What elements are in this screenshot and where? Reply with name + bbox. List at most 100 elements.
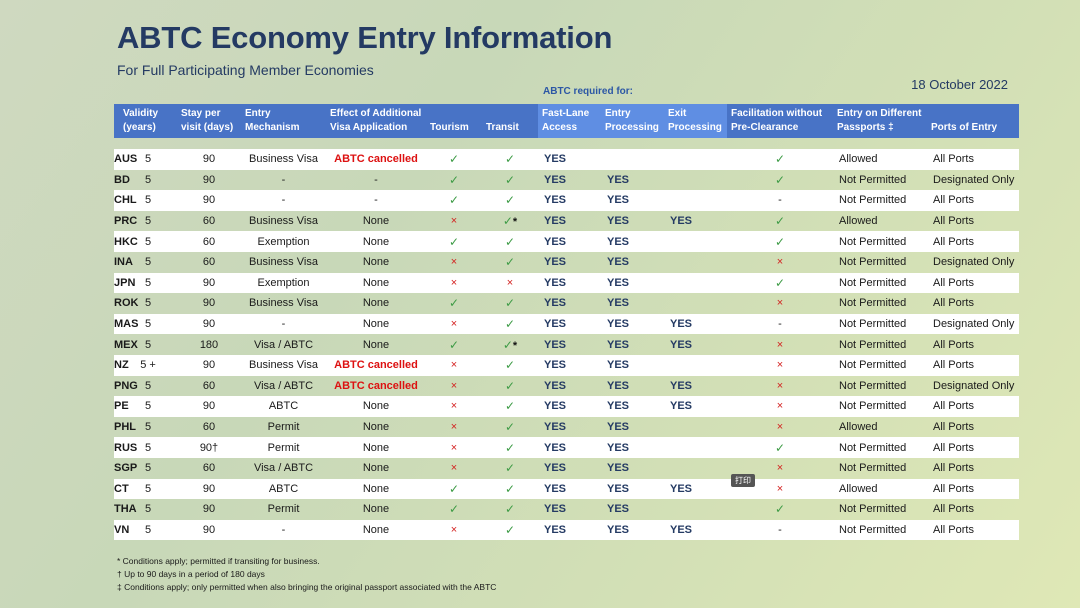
cell-effect: None: [326, 519, 426, 541]
cell-ports: Designated Only: [933, 173, 1015, 186]
cell-tourism: ×: [426, 211, 482, 232]
cell-exit-processing: [664, 437, 727, 458]
cell-passports: Not Permitted: [839, 338, 907, 351]
cell-transit: ✓: [482, 313, 538, 335]
cell-economy-code: PNG: [114, 379, 138, 392]
cell-transit: ✓: [482, 190, 538, 211]
cell-entry-processing: YES: [601, 437, 664, 458]
cell-mechanism: -: [241, 313, 326, 335]
cell-transit: ✓*: [482, 334, 538, 355]
check-icon: ✓: [504, 378, 516, 393]
cell-effect: -: [326, 190, 426, 211]
asterisk-mark: *: [512, 339, 518, 352]
cell-facilitation: ×: [727, 334, 833, 355]
cross-icon: ×: [776, 400, 784, 413]
cross-icon: ×: [450, 379, 458, 392]
cell-ports: All Ports: [933, 215, 974, 228]
check-icon: ✓: [504, 461, 516, 476]
cell-entry-processing: YES: [607, 338, 630, 351]
check-icon: ✓: [774, 152, 786, 167]
cell-facilitation: ✓: [727, 211, 833, 232]
cell-effect: None: [326, 478, 426, 500]
table-row: THA 5 90 Permit None ✓ ✓ YES YES ✓ Not Permitted Al…: [114, 499, 1019, 520]
table-row: BD 5 90 - - ✓ ✓ YES YES ✓ Not Permitted Designated …: [114, 170, 1019, 191]
cell-economy-code: MAS: [114, 313, 138, 335]
cell-fast-lane: YES: [538, 313, 601, 335]
cell-transit: ✓: [482, 149, 538, 170]
cell-validity: 5 +: [119, 354, 177, 376]
cell-validity: 5: [119, 478, 177, 500]
cell-fast-lane: YES: [544, 421, 567, 434]
cell-fast-lane: YES: [538, 354, 601, 376]
table-row: INA 5 60 Business Visa None × ✓ YES YES × Not Perm…: [114, 252, 1019, 273]
cell-mechanism: Exemption: [241, 272, 326, 294]
check-icon: ✓: [504, 172, 516, 187]
cross-icon: ×: [450, 421, 458, 434]
check-icon: ✓: [774, 214, 786, 229]
cell-fast-lane: YES: [538, 519, 601, 541]
cell-ports: All Ports: [933, 338, 974, 351]
cell-ports: All Ports: [933, 503, 974, 516]
entry-info-table: Validity (years) Stay per visit (days) E…: [114, 104, 1019, 541]
cell-stay: 90: [177, 149, 241, 170]
cell-effect: None: [362, 462, 390, 475]
cell-ports: Designated Only: [933, 379, 1015, 392]
cell-transit: ✓: [482, 499, 538, 520]
cell-tourism: ×: [426, 458, 482, 479]
cell-passports: Not Permitted: [833, 313, 927, 335]
cell-stay: 90: [177, 354, 241, 376]
cell-ports: All Ports: [927, 478, 1019, 500]
cell-tourism: ✓: [426, 499, 482, 520]
cell-stay: 60: [202, 215, 216, 228]
cell-fast-lane: YES: [544, 215, 567, 228]
check-icon: ✓: [504, 358, 516, 373]
print-tooltip[interactable]: 打印: [731, 474, 755, 487]
cross-icon: ×: [450, 523, 458, 536]
check-icon: ✓: [774, 172, 786, 187]
cell-entry-processing: YES: [601, 478, 664, 500]
table-header-row: Validity (years) Stay per visit (days) E…: [114, 104, 1019, 138]
cell-exit-processing: [664, 499, 727, 520]
cell-ports: All Ports: [933, 421, 974, 434]
cell-transit: ✓: [482, 396, 538, 417]
cell-validity: 5: [119, 396, 177, 417]
cell-tourism: ✓: [426, 231, 482, 252]
cell-economy-code: BD: [114, 173, 130, 186]
cell-tourism: ×: [426, 437, 482, 458]
cell-validity: 5: [119, 313, 177, 335]
cell-facilitation: ✓: [727, 231, 833, 252]
check-icon: ✓: [774, 440, 786, 455]
cell-ports: All Ports: [927, 396, 1019, 417]
cell-passports: Not Permitted: [833, 519, 927, 541]
cell-validity: 5: [144, 338, 152, 351]
check-icon: ✓: [504, 152, 516, 167]
cell-stay: 90: [177, 478, 241, 500]
page-subtitle: For Full Participating Member Economies: [117, 62, 374, 78]
cell-transit: ✓: [482, 354, 538, 376]
cell-passports: Allowed: [833, 149, 927, 170]
dash-mark: -: [778, 318, 782, 331]
cell-exit-processing: YES: [664, 478, 727, 500]
cell-stay: 90: [202, 173, 216, 186]
check-icon: ✓: [504, 420, 516, 435]
cell-passports: Not Permitted: [839, 379, 907, 392]
header-exit-processing: Exit Processing: [664, 104, 727, 138]
cross-icon: ×: [450, 215, 458, 228]
cell-ports: All Ports: [933, 462, 974, 475]
cell-entry-processing: YES: [601, 231, 664, 252]
cell-facilitation: -: [727, 190, 833, 211]
cell-validity: 5: [144, 421, 152, 434]
cell-mechanism: ABTC: [241, 478, 326, 500]
cell-mechanism: Permit: [267, 503, 300, 516]
cross-icon: ×: [506, 276, 514, 289]
cell-fast-lane: YES: [538, 437, 601, 458]
cell-tourism: ✓: [426, 149, 482, 170]
cell-mechanism: Business Visa: [241, 354, 326, 376]
cell-passports: Not Permitted: [833, 354, 927, 376]
cell-stay: 90: [202, 297, 216, 310]
cell-validity: 5: [119, 190, 177, 211]
check-icon: ✓: [448, 296, 460, 311]
